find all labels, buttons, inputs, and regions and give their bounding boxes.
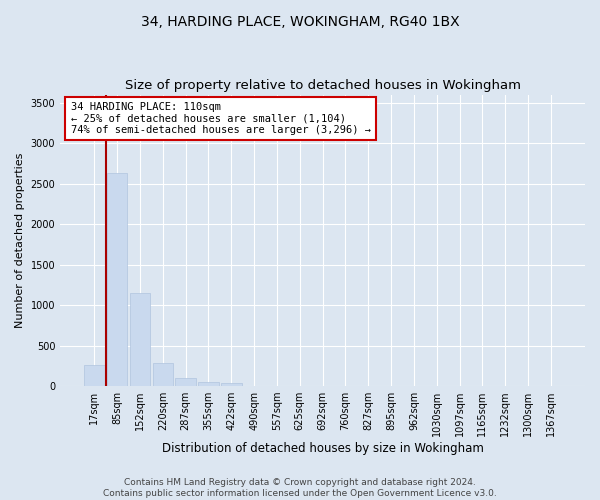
Text: 34, HARDING PLACE, WOKINGHAM, RG40 1BX: 34, HARDING PLACE, WOKINGHAM, RG40 1BX bbox=[140, 15, 460, 29]
Title: Size of property relative to detached houses in Wokingham: Size of property relative to detached ho… bbox=[125, 79, 521, 92]
Text: 34 HARDING PLACE: 110sqm
← 25% of detached houses are smaller (1,104)
74% of sem: 34 HARDING PLACE: 110sqm ← 25% of detach… bbox=[71, 102, 371, 135]
Bar bbox=[221, 383, 242, 386]
Text: Contains HM Land Registry data © Crown copyright and database right 2024.
Contai: Contains HM Land Registry data © Crown c… bbox=[103, 478, 497, 498]
Bar bbox=[152, 364, 173, 386]
Bar bbox=[84, 364, 104, 386]
Y-axis label: Number of detached properties: Number of detached properties bbox=[15, 152, 25, 328]
Bar bbox=[107, 173, 127, 386]
Bar bbox=[198, 382, 219, 386]
Bar bbox=[130, 293, 150, 386]
X-axis label: Distribution of detached houses by size in Wokingham: Distribution of detached houses by size … bbox=[161, 442, 484, 455]
Bar bbox=[175, 378, 196, 386]
